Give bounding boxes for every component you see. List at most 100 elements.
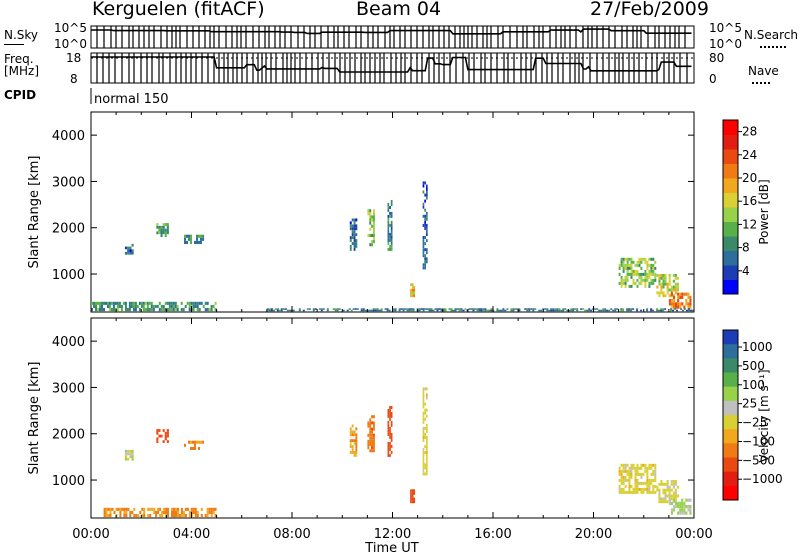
data-cell: [173, 507, 175, 511]
data-cell: [674, 497, 677, 501]
data-cell: [369, 221, 372, 225]
data-cell: [662, 308, 665, 310]
data-cell: [373, 233, 375, 237]
data-cell: [652, 487, 655, 491]
data-cell: [354, 308, 357, 310]
data-cell: [636, 463, 639, 467]
data-cell: [99, 301, 101, 305]
data-cell: [676, 282, 679, 286]
data-cell: [426, 187, 428, 191]
colorbar-swatch: [723, 344, 738, 359]
data-cell: [681, 302, 684, 306]
data-cell: [105, 510, 108, 514]
data-cell: [410, 309, 413, 312]
data-cell: [132, 308, 135, 312]
data-cell: [620, 472, 623, 476]
data-cell: [389, 444, 391, 448]
nsky-legend-line: [4, 44, 24, 45]
data-cell: [654, 275, 657, 279]
colorbar-swatch: [723, 279, 738, 295]
data-cell: [632, 260, 635, 264]
data-cell: [660, 288, 663, 292]
data-cell: [620, 487, 623, 491]
data-cell: [658, 488, 661, 492]
data-cell: [280, 309, 283, 312]
data-cell: [576, 309, 579, 312]
data-cell: [685, 511, 688, 515]
data-cell: [320, 308, 323, 310]
data-cell: [618, 478, 621, 482]
data-cell: [620, 275, 623, 279]
data-cell: [371, 449, 373, 453]
data-cell: [448, 308, 451, 310]
data-cell: [648, 484, 651, 488]
data-cell: [554, 308, 557, 310]
data-cell: [624, 284, 627, 288]
data-cell: [626, 263, 629, 267]
data-cell: [387, 220, 390, 224]
data-cell: [638, 263, 641, 267]
data-cell: [124, 452, 128, 456]
data-cell: [351, 224, 354, 228]
data-cell: [679, 295, 682, 299]
data-cell: [422, 254, 425, 258]
axes: 1000 2000 3000 4000 1000 2000 3000 4000 00:00 04:…: [52, 112, 713, 542]
data-cell: [618, 263, 621, 267]
data-cell: [670, 288, 673, 292]
data-cell: [349, 221, 352, 225]
data-cell: [389, 211, 391, 215]
data-cell: [167, 510, 169, 514]
data-cell: [636, 263, 639, 267]
date-title: 27/Feb/2009: [590, 0, 709, 20]
data-cell: [422, 451, 425, 455]
data-cell: [672, 491, 675, 495]
data-cell: [670, 302, 673, 306]
data-cell: [673, 498, 676, 502]
data-cell: [312, 309, 315, 312]
data-cell: [624, 490, 627, 494]
data-cell: [654, 469, 657, 473]
data-patch: [410, 283, 416, 298]
data-cell: [128, 304, 131, 308]
data-cell: [636, 278, 639, 282]
data-cell: [636, 484, 639, 488]
data-cell: [371, 427, 373, 431]
data-cell: [124, 449, 128, 453]
data-cell: [184, 443, 186, 447]
data-cell: [380, 308, 383, 310]
freq-panel: [90, 52, 695, 84]
data-cell: [367, 209, 370, 213]
data-cell: [188, 514, 191, 518]
data-cell: [422, 469, 425, 473]
data-cell: [387, 414, 390, 418]
data-cell: [646, 466, 649, 470]
data-cell: [369, 243, 372, 247]
data-cell: [390, 432, 393, 436]
data-cell: [618, 466, 621, 470]
data-cell: [160, 225, 163, 229]
data-cell: [192, 304, 195, 308]
data-cell: [113, 510, 116, 514]
data-cell: [546, 308, 549, 310]
data-cell: [389, 453, 391, 457]
data-cell: [552, 308, 555, 310]
data-cell: [532, 309, 535, 312]
data-cell: [131, 510, 134, 514]
data-cell: [413, 291, 416, 295]
data-cell: [626, 269, 629, 273]
data-cell: [650, 472, 653, 476]
data-cell: [618, 472, 621, 476]
colorbar-swatch: [723, 221, 738, 237]
data-cell: [646, 484, 649, 488]
y-tick-label: 2000: [52, 222, 85, 237]
data-cell: [336, 308, 339, 310]
data-cell: [196, 240, 198, 244]
data-cell: [636, 472, 639, 476]
data-cell: [351, 448, 354, 451]
data-cell: [373, 424, 375, 428]
data-cell: [418, 309, 421, 312]
data-cell: [650, 463, 653, 467]
data-cell: [546, 309, 549, 312]
data-cell: [186, 301, 189, 305]
data-cell: [188, 301, 191, 305]
